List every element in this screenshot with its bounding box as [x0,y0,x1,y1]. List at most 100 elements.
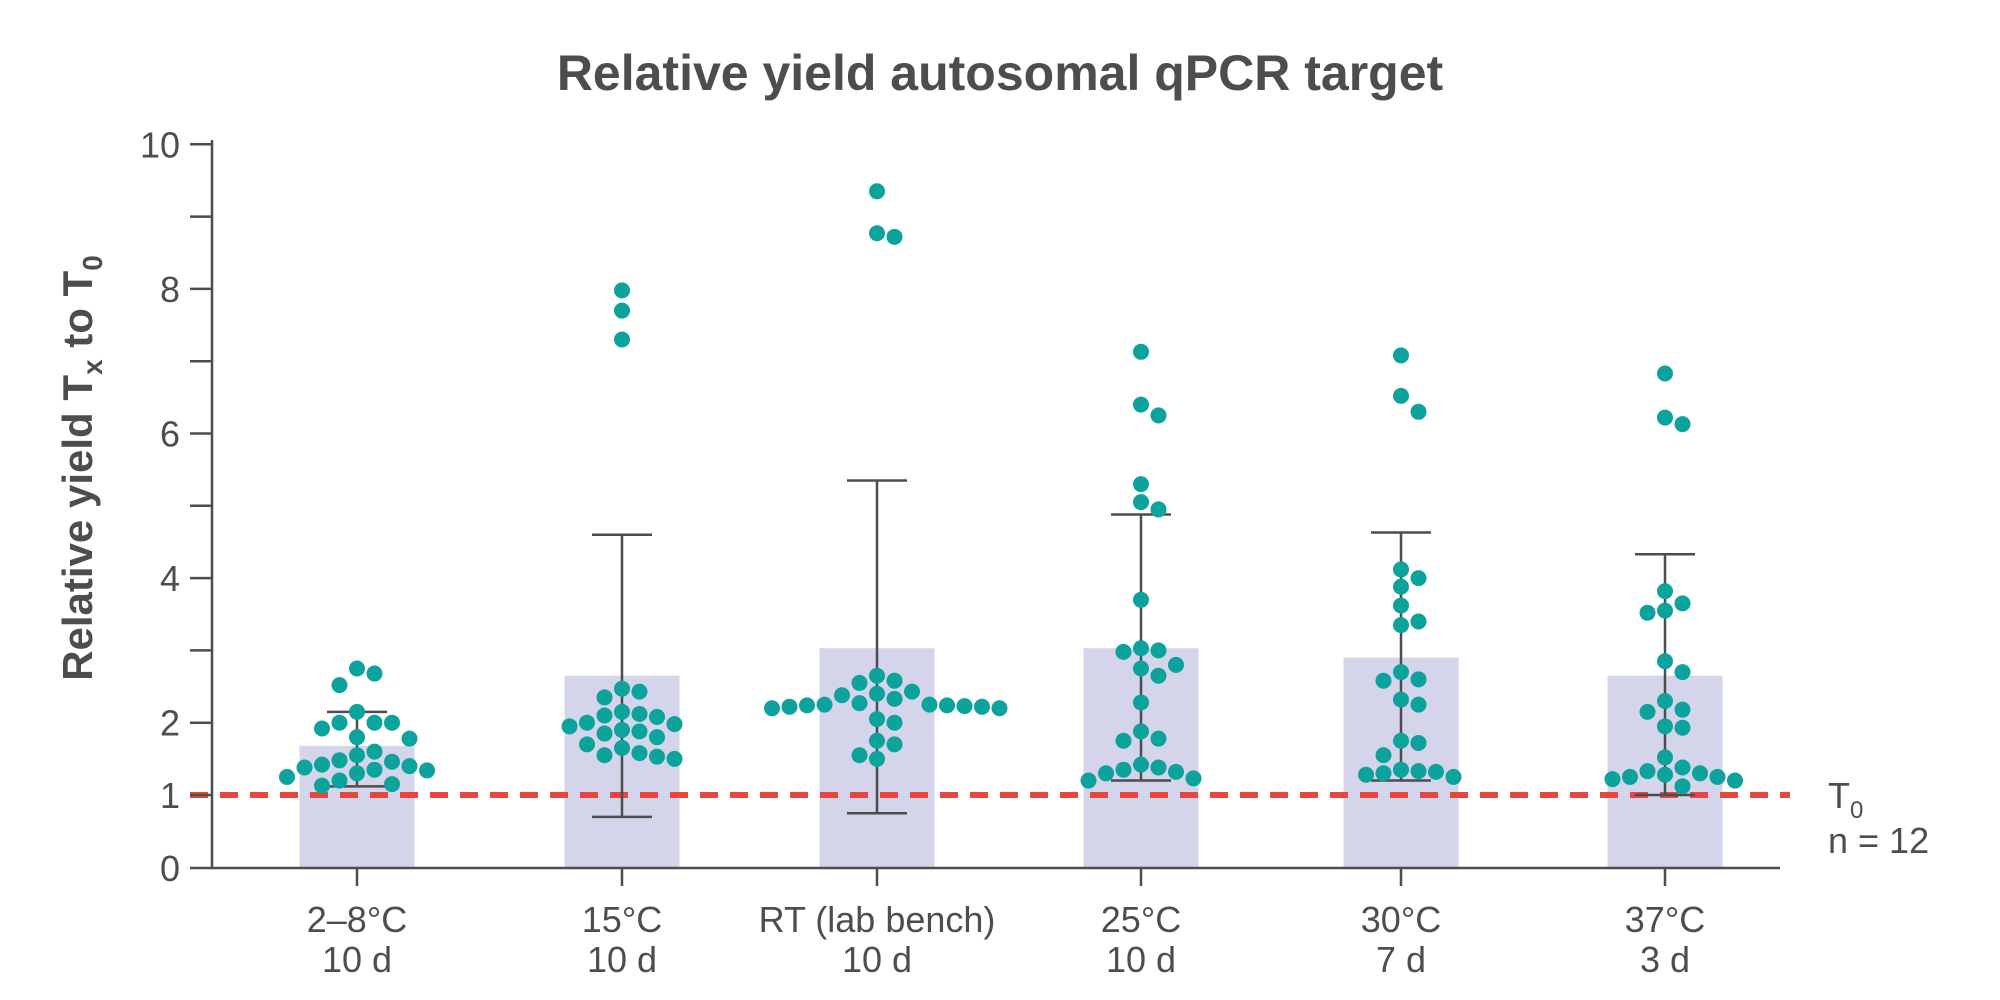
data-point-4-3 [1393,561,1409,578]
x-tick-label-0: 2–8°C [307,899,407,940]
data-point-2-8 [834,687,850,704]
data-point-0-7 [314,720,330,737]
data-point-2-1 [869,225,885,242]
data-point-4-16 [1375,747,1392,764]
x-tick-sublabel-5: 3 d [1640,939,1690,980]
data-point-4-5 [1393,578,1409,595]
y-axis-label-sub-x: x [77,359,108,375]
data-point-2-0 [869,183,885,200]
data-point-2-25 [869,750,885,767]
data-point-5-2 [1674,416,1691,433]
data-point-5-14 [1657,749,1673,766]
data-point-5-9 [1657,693,1673,710]
data-point-2-20 [869,711,885,728]
data-point-3-12 [1150,667,1167,684]
y-axis-label-sub-0: 0 [77,255,108,271]
data-point-4-20 [1375,765,1392,782]
data-point-0-23 [314,777,330,794]
chart-title: Relative yield autosomal qPCR target [557,45,1444,101]
data-point-3-2 [1150,407,1167,424]
data-point-2-22 [869,732,885,749]
data-point-2-10 [851,695,868,712]
data-point-3-4 [1133,494,1149,511]
data-point-1-4 [631,683,648,700]
data-point-4-8 [1393,617,1409,634]
data-point-2-13 [939,697,955,714]
data-point-2-16 [781,698,798,715]
reference-label: T0 n = 12 [1828,775,1929,861]
x-tick-sublabel-4: 7 d [1376,939,1426,980]
data-point-4-10 [1410,671,1427,688]
data-point-1-5 [596,689,613,706]
data-point-5-4 [1674,595,1691,612]
data-point-1-3 [614,680,630,697]
x-tick-sublabel-1: 10 d [587,939,657,980]
data-point-5-21 [1604,771,1621,788]
data-point-0-0 [349,660,365,677]
data-point-1-18 [614,740,630,757]
data-point-3-1 [1133,396,1149,413]
data-point-1-0 [614,282,630,299]
data-point-3-9 [1115,643,1132,660]
y-tick-label-1: 1 [160,775,180,816]
data-point-2-18 [764,700,780,717]
data-point-3-7 [1133,640,1149,657]
data-point-2-24 [851,747,868,764]
data-point-3-13 [1133,694,1149,711]
y-tick-label-8: 8 [160,269,180,310]
data-point-2-6 [904,683,920,700]
data-point-1-7 [631,706,648,723]
x-tick-sublabel-3: 10 d [1106,939,1176,980]
data-point-0-18 [419,762,435,779]
data-point-0-20 [279,768,295,785]
data-point-1-1 [614,302,630,319]
data-point-1-13 [614,721,630,738]
data-point-2-23 [886,736,903,753]
data-point-0-12 [331,752,348,769]
data-point-5-3 [1657,583,1673,600]
data-point-5-17 [1692,765,1708,782]
data-point-0-1 [366,665,383,682]
data-point-4-6 [1393,597,1409,614]
data-point-3-19 [1115,761,1132,778]
data-point-1-16 [649,729,665,746]
data-point-2-17 [974,698,990,715]
data-point-1-21 [649,748,665,765]
data-point-5-16 [1639,763,1656,780]
data-point-4-18 [1410,763,1427,780]
data-point-1-14 [631,723,648,740]
x-tick-label-4: 30°C [1361,899,1441,940]
y-axis-label-mid: to T [54,270,101,359]
data-point-5-7 [1657,653,1673,670]
data-point-0-10 [366,743,383,760]
data-point-1-9 [649,708,665,725]
data-point-1-8 [596,707,613,724]
svg-text:T0: T0 [1828,775,1863,824]
data-point-0-22 [384,776,400,793]
data-point-3-3 [1133,476,1149,493]
data-point-0-14 [314,756,330,773]
data-point-5-22 [1727,772,1743,789]
data-point-5-1 [1657,409,1673,426]
data-point-2-3 [869,667,885,684]
data-point-3-15 [1150,730,1167,747]
data-point-0-15 [401,758,418,775]
data-point-5-12 [1657,718,1673,735]
x-tick-sublabel-0: 10 d [322,939,392,980]
data-point-4-0 [1393,347,1409,364]
data-point-4-17 [1393,761,1409,778]
data-point-5-15 [1674,759,1691,776]
y-tick-label-6: 6 [160,414,180,455]
x-tick-label-3: 25°C [1101,899,1181,940]
data-point-3-10 [1168,656,1184,673]
data-point-3-6 [1133,591,1149,608]
data-point-5-13 [1674,719,1691,736]
data-point-4-7 [1410,613,1427,630]
data-point-0-11 [349,747,365,764]
data-point-0-9 [401,730,418,747]
data-point-0-21 [331,772,348,789]
data-point-2-5 [851,674,868,691]
data-point-4-15 [1410,734,1427,751]
data-point-4-9 [1393,664,1409,681]
